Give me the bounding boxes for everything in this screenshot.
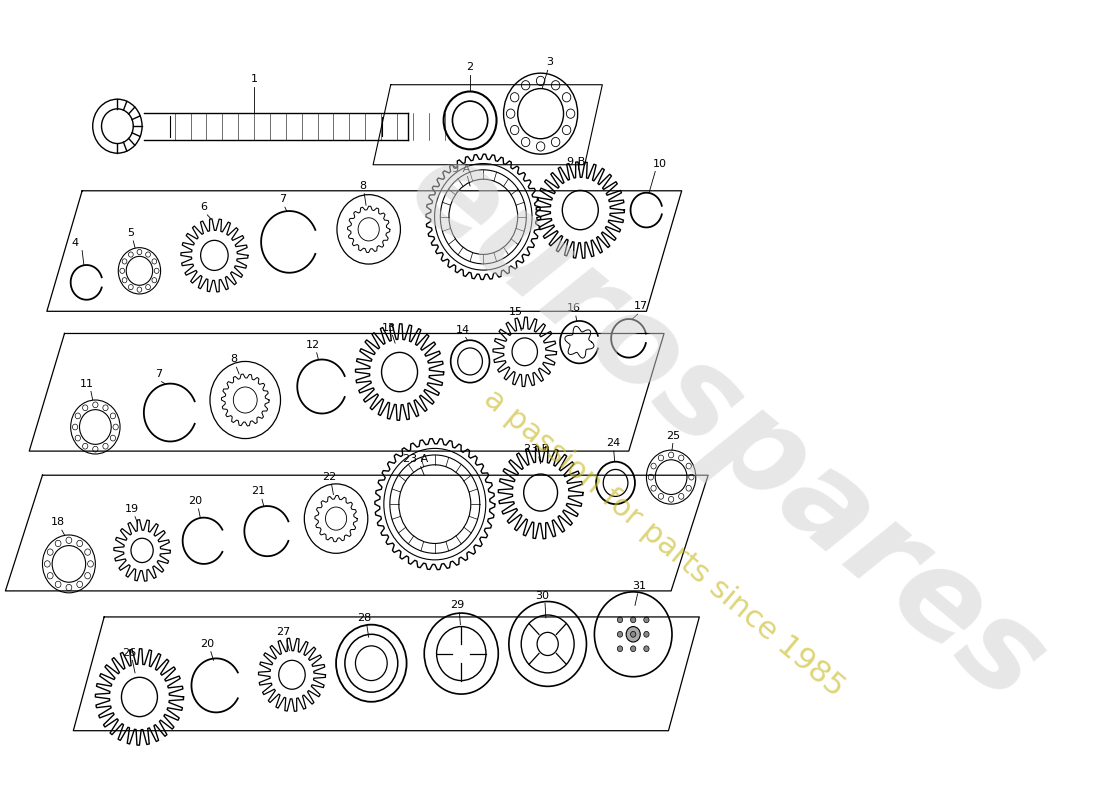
Text: 23 B: 23 B [524,444,549,454]
Text: 3: 3 [546,58,553,67]
Text: 19: 19 [124,504,139,514]
Text: 8: 8 [230,354,238,365]
Circle shape [630,646,636,652]
Text: 20: 20 [188,496,202,506]
Text: 12: 12 [306,340,320,350]
Circle shape [617,646,623,652]
Text: 6: 6 [200,202,207,212]
Circle shape [617,631,623,637]
Text: eurospares: eurospares [384,126,1067,727]
Text: 7: 7 [155,369,163,379]
Text: 11: 11 [79,378,94,389]
Text: 22: 22 [322,472,337,482]
Text: 15: 15 [509,307,522,317]
Text: 8: 8 [359,181,366,191]
Text: 20: 20 [200,639,214,649]
Text: 9 B: 9 B [566,157,585,166]
Text: 18: 18 [51,518,65,527]
Text: a passion for parts since 1985: a passion for parts since 1985 [478,383,850,702]
Text: 26: 26 [122,647,136,658]
Text: 16: 16 [568,303,581,314]
Text: 4: 4 [72,238,78,248]
Text: 9 A: 9 A [452,163,471,174]
Text: 5: 5 [128,228,134,238]
Circle shape [644,617,649,622]
Text: 28: 28 [358,613,372,622]
Text: 14: 14 [456,325,470,334]
Text: 2: 2 [466,62,474,72]
Text: 1: 1 [251,74,257,84]
Text: 24: 24 [606,438,620,448]
Circle shape [617,617,623,622]
Text: 21: 21 [252,486,265,497]
Text: 25: 25 [666,430,680,441]
Circle shape [644,631,649,637]
Text: 17: 17 [634,302,648,311]
Circle shape [630,617,636,622]
Text: 13: 13 [382,322,396,333]
Text: 30: 30 [536,590,549,601]
Text: 29: 29 [450,600,464,610]
Circle shape [626,626,640,642]
Circle shape [630,631,636,637]
Text: 7: 7 [278,194,286,204]
Text: 27: 27 [276,627,290,638]
Text: 10: 10 [652,158,667,169]
Text: 31: 31 [632,581,647,591]
Circle shape [644,646,649,652]
Text: 23 A: 23 A [403,454,428,464]
